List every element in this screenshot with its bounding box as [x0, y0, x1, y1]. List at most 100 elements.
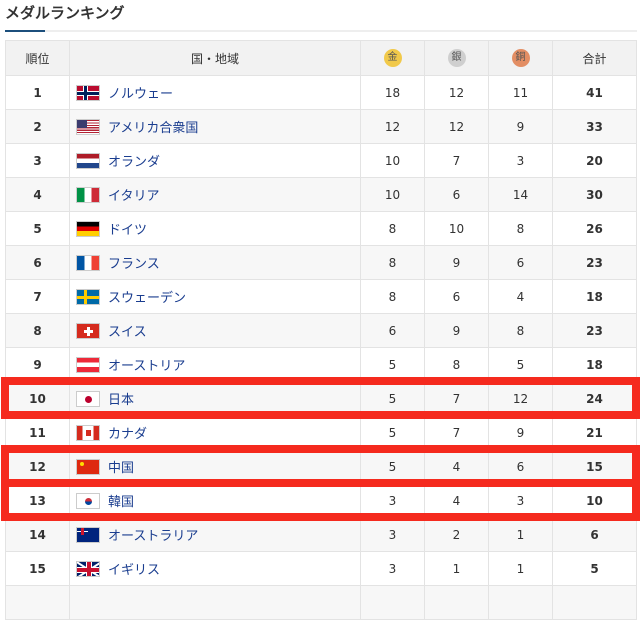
silver-cell: 9 — [424, 245, 489, 280]
country-link[interactable]: 日本 — [76, 389, 360, 408]
table-row: 6 フランス 8 9 6 23 — [5, 245, 637, 280]
gold-cell: 8 — [360, 245, 425, 280]
rank-cell: 9 — [5, 347, 70, 382]
rank-cell: 4 — [5, 177, 70, 212]
gold-cell: 18 — [360, 75, 425, 110]
rank-cell: 10 — [5, 381, 70, 416]
table-row: 9 オーストリア 5 8 5 18 — [5, 347, 637, 382]
total-cell: 23 — [552, 245, 637, 280]
bronze-cell: 8 — [488, 313, 553, 348]
country-name: フランス — [108, 257, 160, 272]
country-name: ドイツ — [108, 223, 148, 238]
country-link[interactable]: ドイツ — [76, 219, 360, 238]
rank-cell: 13 — [5, 483, 70, 518]
italy-flag-icon — [76, 186, 100, 203]
silver-cell: 9 — [424, 313, 489, 348]
country-link[interactable]: 中国 — [76, 457, 360, 476]
norway-flag-icon — [76, 84, 100, 101]
country-link[interactable]: アメリカ合衆国 — [76, 117, 360, 136]
total-cell: 10 — [552, 483, 637, 518]
table-row: 8 スイス 6 9 8 23 — [5, 313, 637, 348]
bronze-cell: 6 — [488, 245, 553, 280]
rank-cell: 6 — [5, 245, 70, 280]
silver-medal-icon: 銀 — [447, 49, 466, 67]
table-row: 13 韓国 3 4 3 10 — [5, 483, 637, 518]
table-row — [5, 585, 637, 620]
total-cell: 33 — [552, 109, 637, 144]
country-link[interactable]: フランス — [76, 253, 360, 272]
total-cell: 5 — [552, 551, 637, 586]
table-row: 5 ドイツ 8 10 8 26 — [5, 211, 637, 246]
switzerland-flag-icon — [76, 322, 100, 339]
country-link[interactable]: カナダ — [76, 423, 360, 442]
bronze-cell: 8 — [488, 211, 553, 246]
sweden-flag-icon — [76, 288, 100, 305]
silver-cell: 2 — [424, 517, 489, 552]
gold-medal-icon: 金 — [383, 49, 402, 67]
gold-cell: 10 — [360, 177, 425, 212]
country-name: 日本 — [108, 393, 135, 408]
country-link[interactable]: 韓国 — [76, 491, 360, 510]
gold-cell: 3 — [360, 483, 425, 518]
gold-cell: 5 — [360, 381, 425, 416]
usa-flag-icon — [76, 118, 100, 135]
bronze-cell: 1 — [488, 517, 553, 552]
japan-flag-icon — [76, 390, 100, 407]
header-total: 合計 — [552, 40, 637, 76]
china-flag-icon — [76, 458, 100, 475]
country-link[interactable]: スウェーデン — [76, 287, 360, 306]
country-link[interactable]: イギリス — [76, 559, 360, 578]
bronze-cell: 4 — [488, 279, 553, 314]
table-row: 10 日本 5 7 12 24 — [5, 381, 637, 416]
title-underline — [5, 30, 637, 32]
bronze-cell: 11 — [488, 75, 553, 110]
country-link[interactable]: ノルウェー — [76, 83, 360, 102]
country-name: スイス — [108, 325, 147, 340]
bronze-cell: 9 — [488, 415, 553, 450]
silver-cell: 12 — [424, 109, 489, 144]
table-row: 3 オランダ 10 7 3 20 — [5, 143, 637, 178]
total-cell: 15 — [552, 449, 637, 484]
country-name: 韓国 — [108, 495, 135, 510]
medal-table: 順位 国・地域 金 銀 銅 合計 1 ノルウェー 18 12 11 41 2 アメ… — [5, 40, 637, 620]
silver-cell: 4 — [424, 449, 489, 484]
table-row: 12 中国 5 4 6 15 — [5, 449, 637, 484]
country-name: アメリカ合衆国 — [108, 121, 199, 136]
country-name: カナダ — [108, 427, 148, 442]
country-name: 中国 — [108, 461, 135, 476]
rank-cell: 3 — [5, 143, 70, 178]
country-link[interactable]: オランダ — [76, 151, 360, 170]
total-cell: 41 — [552, 75, 637, 110]
country-link[interactable]: スイス — [76, 321, 360, 340]
country-name: オランダ — [108, 155, 161, 170]
total-cell: 6 — [552, 517, 637, 552]
bronze-cell: 5 — [488, 347, 553, 382]
country-link[interactable]: オーストリア — [76, 355, 360, 374]
gold-cell: 10 — [360, 143, 425, 178]
bronze-medal-icon: 銅 — [511, 49, 530, 67]
country-link[interactable]: オーストラリア — [76, 525, 360, 544]
country-name: イタリア — [108, 189, 160, 204]
bronze-cell: 9 — [488, 109, 553, 144]
bronze-cell: 6 — [488, 449, 553, 484]
total-cell: 30 — [552, 177, 637, 212]
bronze-cell: 3 — [488, 483, 553, 518]
france-flag-icon — [76, 254, 100, 271]
table-row: 2 アメリカ合衆国 12 12 9 33 — [5, 109, 637, 144]
bronze-cell: 14 — [488, 177, 553, 212]
table-row: 4 イタリア 10 6 14 30 — [5, 177, 637, 212]
table-header: 順位 国・地域 金 銀 銅 合計 — [5, 40, 637, 76]
rank-cell: 14 — [5, 517, 70, 552]
header-rank: 順位 — [5, 40, 70, 76]
australia-flag-icon — [76, 526, 100, 543]
country-link[interactable]: イタリア — [76, 185, 360, 204]
rank-cell: 2 — [5, 109, 70, 144]
country-name: オーストラリア — [108, 529, 199, 544]
netherlands-flag-icon — [76, 152, 100, 169]
bronze-cell: 12 — [488, 381, 553, 416]
bronze-cell: 3 — [488, 143, 553, 178]
silver-cell: 7 — [424, 143, 489, 178]
silver-cell: 7 — [424, 381, 489, 416]
rank-cell: 1 — [5, 75, 70, 110]
gold-cell: 5 — [360, 449, 425, 484]
